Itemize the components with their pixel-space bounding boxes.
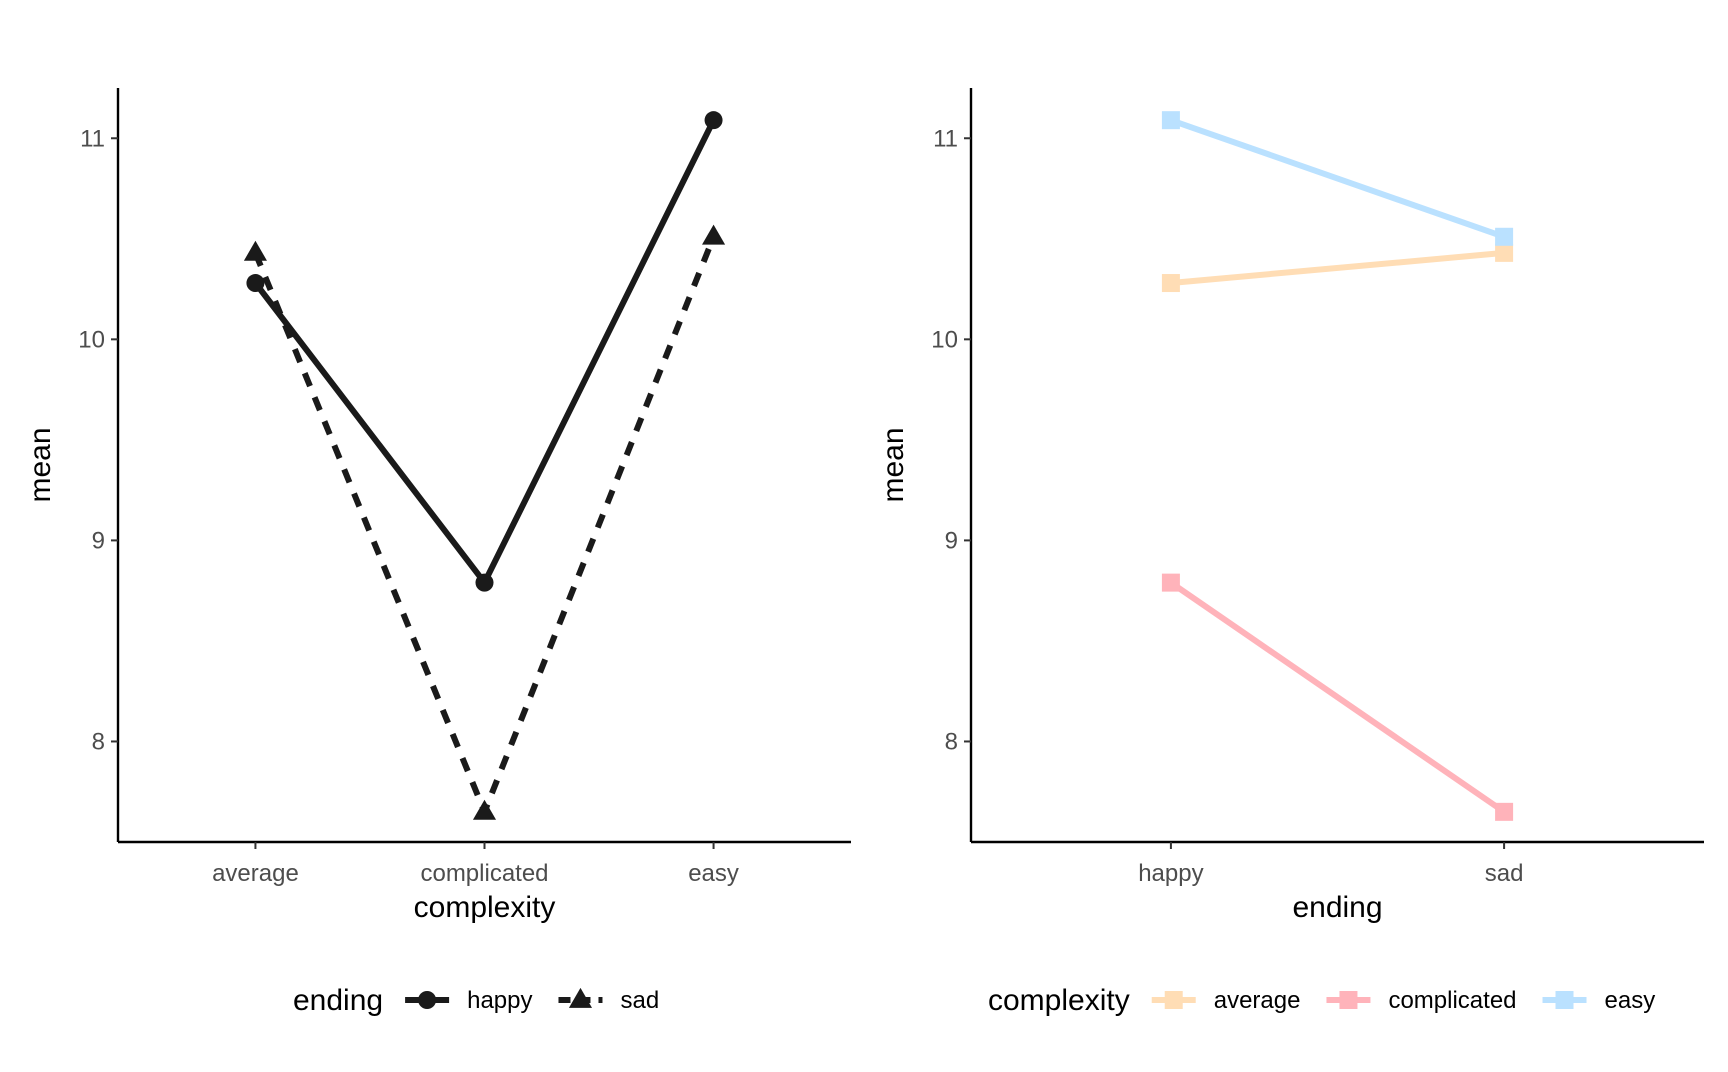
x-axis-title: complexity: [414, 891, 556, 924]
data-point-complicated: [1495, 802, 1514, 821]
legend-key-marker: [418, 991, 437, 1009]
legend-label: happy: [467, 987, 532, 1014]
legend-key-easy: [1542, 991, 1587, 1009]
data-point-happy: [246, 274, 265, 293]
legend-label: complicated: [1388, 987, 1516, 1014]
legend-key-sad: [558, 987, 603, 1008]
x-tick-label: happy: [1138, 860, 1203, 887]
data-point-sad: [243, 240, 267, 261]
legend-title: ending: [293, 984, 383, 1017]
y-axis-title: mean: [877, 427, 910, 502]
data-point-happy: [704, 111, 723, 130]
panel-2: 8 9 10 11 happy sad ending mean complexity averag…: [877, 88, 1704, 1017]
data-point-easy: [1495, 227, 1514, 246]
legend-label: easy: [1605, 987, 1656, 1014]
series-line-sad: [252, 235, 717, 815]
series-line-complicated: [1169, 580, 1506, 815]
y-tick-label: 11: [933, 125, 958, 152]
y-tick-label: 11: [80, 125, 105, 152]
legend-label: sad: [620, 987, 659, 1014]
x-tick-label: easy: [688, 860, 739, 887]
y-axis-title: mean: [24, 427, 57, 502]
x-tick-label: complicated: [420, 860, 548, 887]
data-point-sad: [472, 799, 497, 820]
x-axis-title: ending: [1292, 891, 1382, 924]
data-point-sad: [702, 224, 726, 245]
data-point-complicated: [1161, 573, 1180, 592]
legend: ending happy sad: [293, 984, 659, 1017]
data-point-easy: [1161, 111, 1180, 130]
data-point-average: [1495, 243, 1514, 262]
y-tick-label: 8: [945, 728, 958, 755]
series-line-happy: [253, 118, 717, 586]
y-tick-label: 9: [945, 527, 958, 554]
x-tick-label: average: [212, 860, 299, 887]
y-tick-label: 10: [78, 326, 105, 353]
legend-key-complicated: [1326, 991, 1371, 1009]
y-tick-label: 9: [92, 527, 105, 554]
legend-key-marker: [1164, 991, 1183, 1009]
legend: complexity average complicated easy: [988, 984, 1655, 1017]
data-point-happy: [475, 573, 494, 592]
series-line-easy: [1169, 117, 1506, 240]
legend-key-happy: [405, 991, 450, 1009]
legend-key-marker: [1555, 991, 1574, 1009]
legend-key-average: [1151, 991, 1196, 1009]
legend-key-marker: [568, 987, 593, 1008]
legend-label: average: [1214, 987, 1301, 1014]
x-tick-label: sad: [1485, 860, 1524, 887]
legend-title: complexity: [988, 984, 1130, 1017]
legend-key-marker: [1339, 991, 1358, 1009]
data-point-average: [1161, 274, 1180, 293]
y-tick-label: 8: [92, 728, 105, 755]
panel-1: 8 9 10 11 average complicated easy complexity me…: [24, 88, 851, 1017]
series-line-average: [1170, 249, 1505, 286]
y-tick-label: 10: [931, 326, 958, 353]
